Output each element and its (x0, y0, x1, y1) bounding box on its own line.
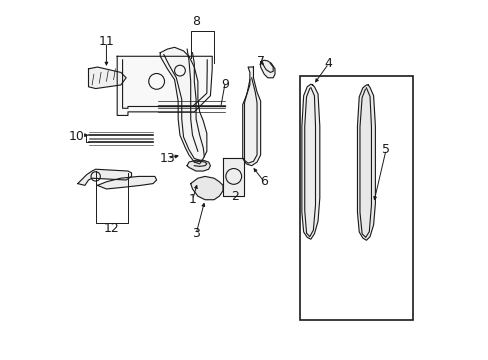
Bar (300, 76, 412, 320)
Text: 7: 7 (256, 55, 264, 68)
Polygon shape (190, 176, 223, 200)
Text: 8: 8 (192, 15, 200, 28)
Polygon shape (260, 60, 274, 78)
Text: 6: 6 (260, 175, 267, 188)
Text: 9: 9 (221, 78, 228, 91)
Text: 13: 13 (159, 152, 175, 165)
Polygon shape (242, 67, 260, 166)
Text: 1: 1 (188, 193, 196, 206)
Polygon shape (187, 160, 210, 171)
Text: 5: 5 (381, 143, 389, 156)
Polygon shape (301, 84, 319, 239)
Text: 12: 12 (104, 222, 120, 235)
Text: 4: 4 (324, 57, 332, 70)
Polygon shape (117, 56, 212, 116)
Text: 3: 3 (192, 227, 200, 240)
Polygon shape (97, 176, 156, 189)
Polygon shape (88, 67, 126, 89)
Text: 11: 11 (99, 35, 114, 49)
Polygon shape (160, 47, 206, 164)
Polygon shape (78, 169, 131, 185)
Text: 2: 2 (231, 190, 239, 203)
Text: 10: 10 (69, 130, 84, 144)
Polygon shape (223, 158, 244, 196)
Polygon shape (357, 85, 375, 240)
